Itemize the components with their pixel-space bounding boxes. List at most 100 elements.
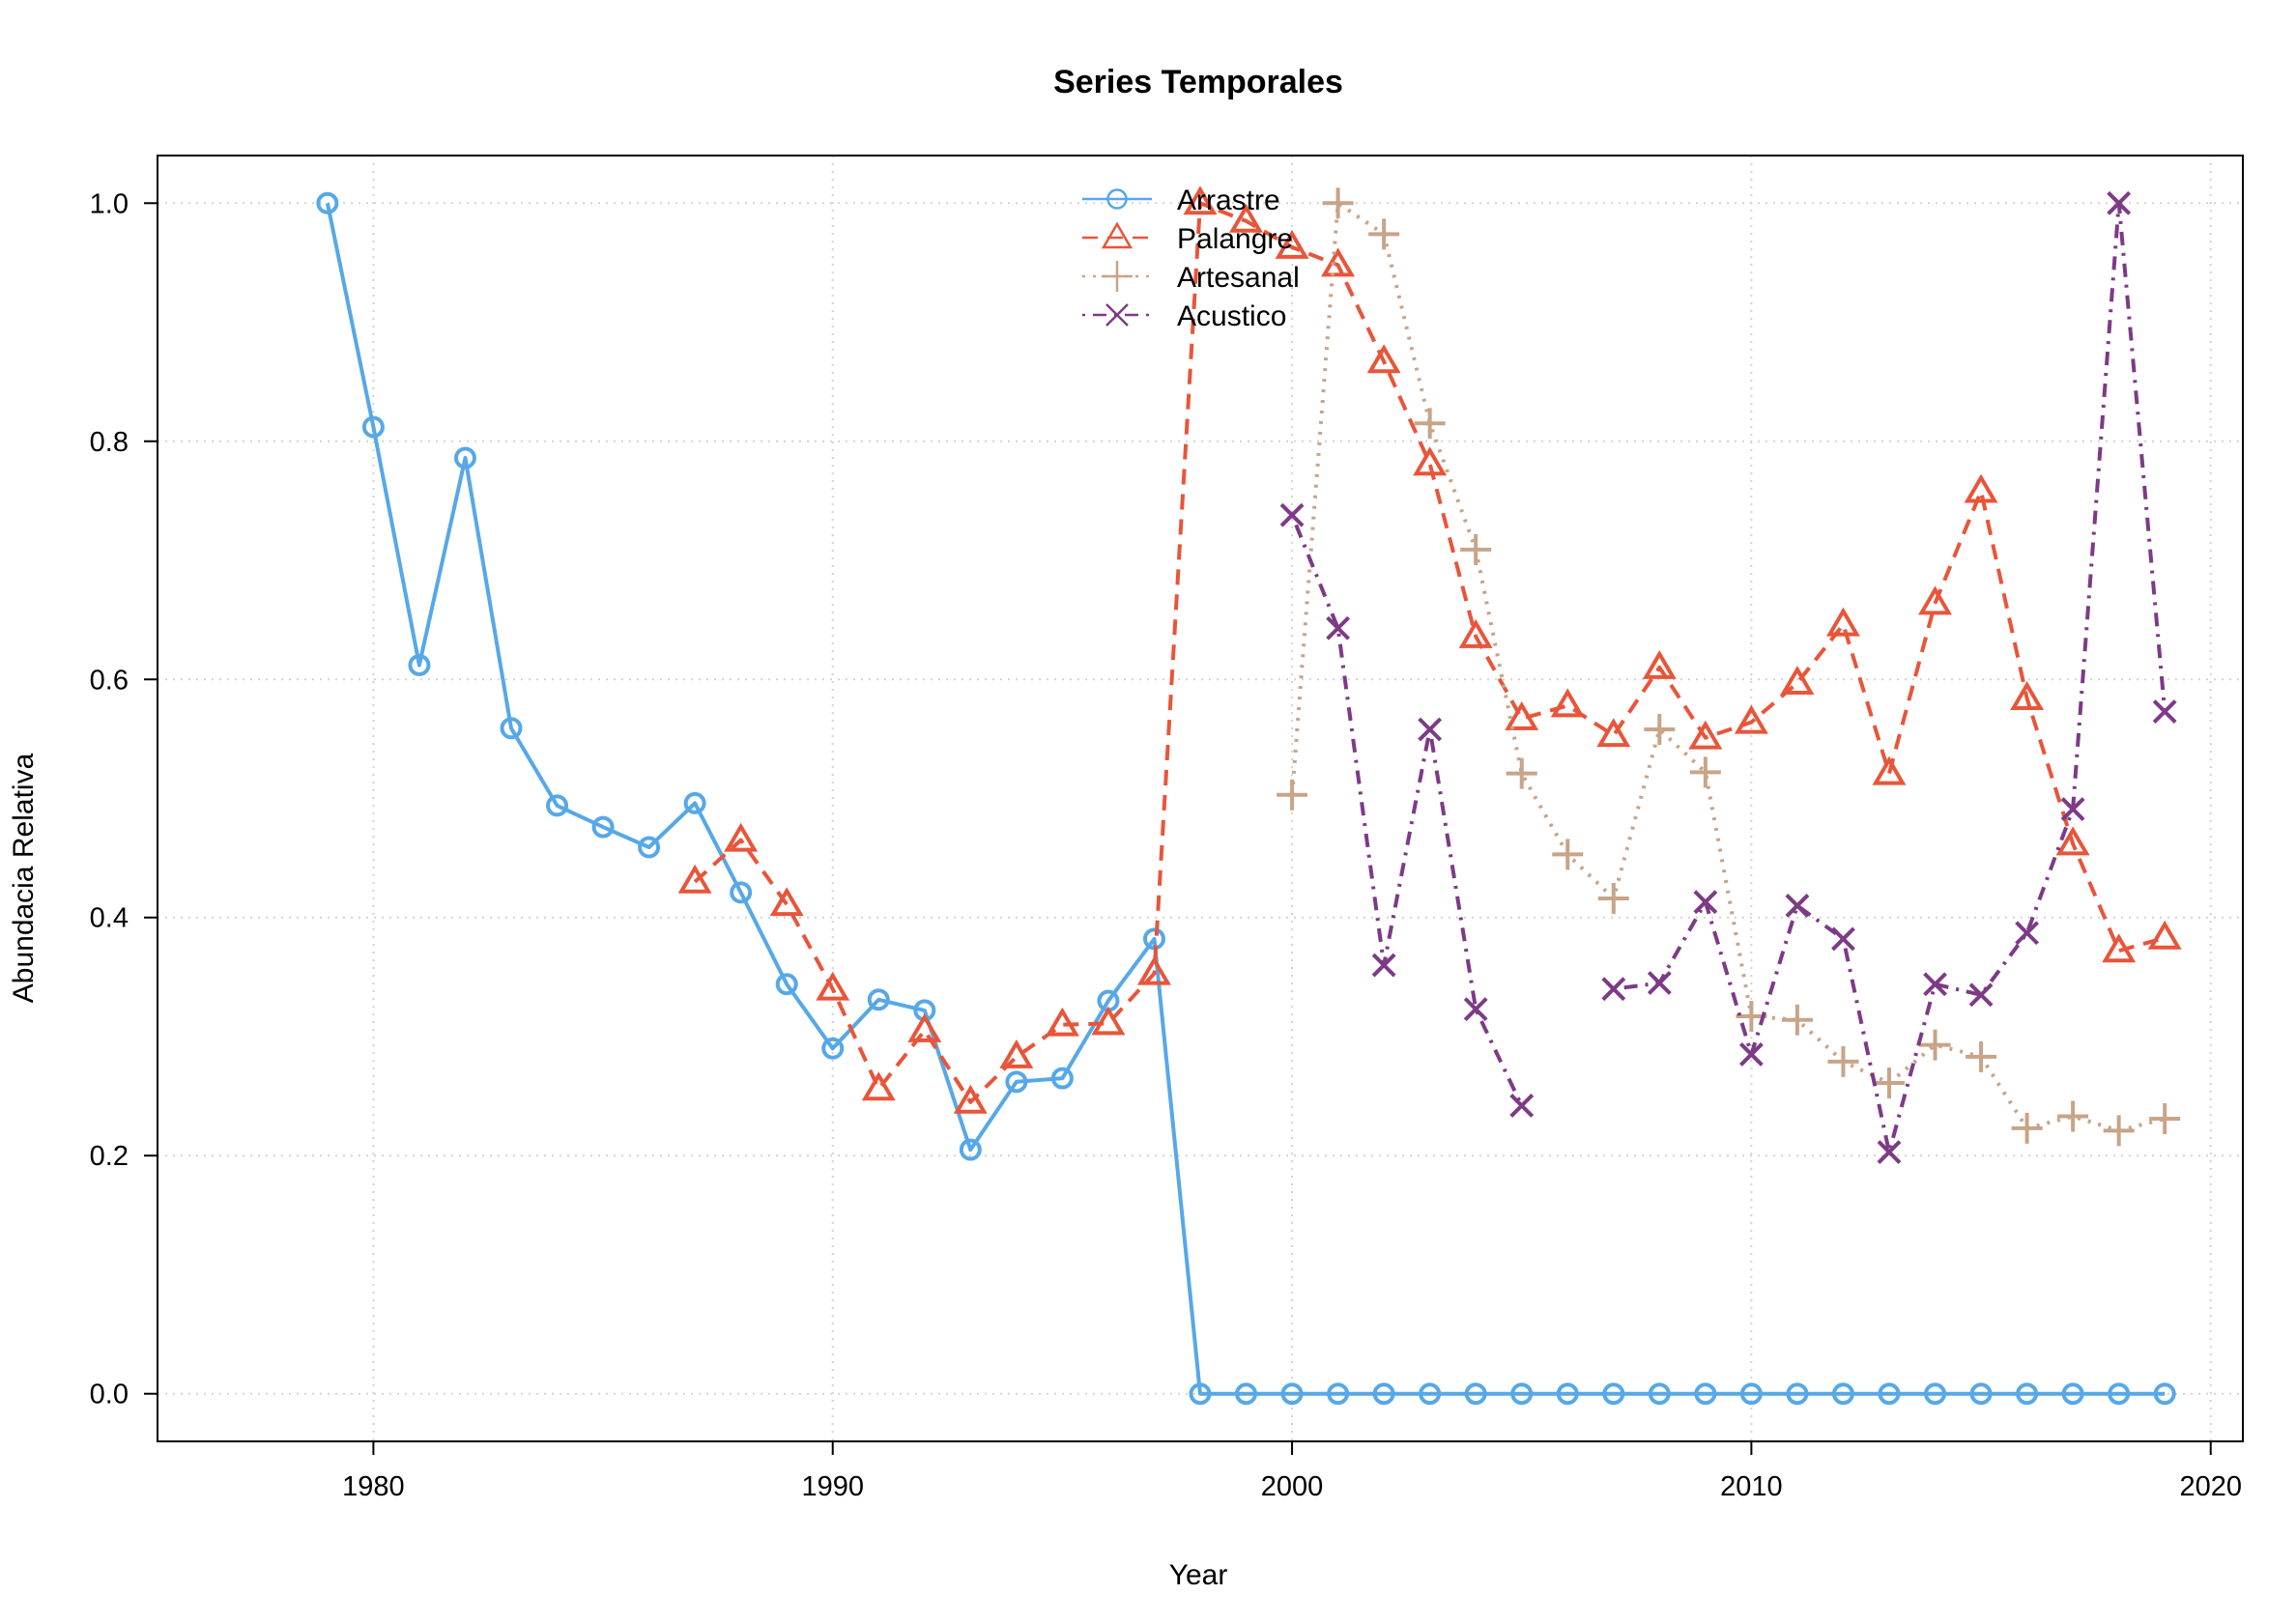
x-axis: 1980 1990 2000 2010 2020 <box>342 1441 2242 1502</box>
legend-item-arrastre: Arrastre <box>1082 185 1280 216</box>
data-point: Arrastre: 1988, 0.421 <box>730 881 753 904</box>
marker-shape <box>1693 890 1718 915</box>
marker-shape <box>775 973 798 996</box>
y-tick-label: 1.0 <box>90 188 129 219</box>
data-point: Arrastre: 2014, 0 <box>1924 1382 1947 1406</box>
data-point: Arrastre: 2002, 0 <box>1372 1382 1395 1406</box>
legend-label: Arrastre <box>1177 185 1280 216</box>
data-point: Artesanal: 2009, 0.522 <box>1689 756 1721 788</box>
marker-shape <box>1371 953 1396 978</box>
data-point: Palangre: 2004, 0.636 <box>1458 618 1493 648</box>
data-point: Artesanal: 2017, 0.233 <box>2057 1100 2089 1132</box>
data-point: Palangre: 1994, 0.283 <box>999 1039 1034 1068</box>
data-point: Palangre: 1995, 0.31 <box>1045 1007 1079 1037</box>
data-point: Acustico: 2013, 0.203 <box>1877 1140 1902 1164</box>
marker-shape <box>1366 344 1401 374</box>
marker-shape <box>500 717 523 740</box>
data-point: Arrastre: 1990, 0.29 <box>821 1037 845 1060</box>
x-tick-label: 2000 <box>1261 1471 1324 1502</box>
marker-shape <box>1419 1382 1442 1406</box>
marker-shape <box>1831 926 1855 952</box>
marker-shape <box>1105 303 1129 327</box>
data-point: Arrastre: 2000, 0 <box>1280 1382 1304 1406</box>
legend-label: Palangre <box>1177 223 1293 255</box>
series-line <box>693 201 2166 1104</box>
data-point: Palangre: 2008, 0.61 <box>1642 649 1677 679</box>
marker-shape <box>1101 221 1134 249</box>
marker-shape <box>1509 1094 1535 1118</box>
marker-shape <box>1739 1382 1763 1406</box>
legend-marker <box>1101 221 1134 249</box>
marker-shape <box>1464 1382 1487 1406</box>
data-point: Arrastre: 1999, 0 <box>1235 1382 1258 1406</box>
data-point: Arrastre: 2006, 0 <box>1556 1382 1579 1406</box>
marker-shape <box>1045 1007 1079 1037</box>
data-point: Artesanal: 2011, 0.314 <box>1781 1004 1813 1036</box>
marker-shape <box>1418 717 1443 742</box>
marker-shape <box>1279 502 1305 527</box>
y-tick-label: 0.4 <box>90 903 129 934</box>
data-point: Arrastre: 1991, 0.331 <box>867 988 890 1011</box>
data-point: Palangre: 2005, 0.567 <box>1505 700 1539 730</box>
y-tick-label: 0.8 <box>90 427 129 458</box>
marker-shape <box>1924 1382 1947 1406</box>
marker-shape <box>1183 185 1218 215</box>
legend-item-palangre: Palangre <box>1082 221 1293 255</box>
marker-shape <box>1136 955 1171 985</box>
grid <box>158 156 2243 1441</box>
marker-shape <box>1550 688 1585 718</box>
data-point: Arrastre: 1993, 0.205 <box>959 1138 982 1161</box>
marker-shape <box>1831 1382 1854 1406</box>
data-point: Palangre: 2019, 0.383 <box>2147 920 2182 950</box>
data-point: Acustico: 2015, 0.335 <box>1968 982 1994 1008</box>
data-point: Artesanal: 2015, 0.283 <box>1966 1040 1997 1072</box>
marker-shape <box>1556 1382 1579 1406</box>
marker-shape <box>1877 1140 1902 1164</box>
legend-item-acustico: Acustico <box>1082 300 1286 332</box>
data-point: Artesanal: 2006, 0.453 <box>1552 839 1584 870</box>
marker-shape <box>677 864 712 894</box>
marker-shape <box>408 653 431 676</box>
marker-shape <box>1458 618 1493 648</box>
marker-shape <box>2107 190 2132 215</box>
marker-shape <box>1327 1382 1350 1406</box>
marker-shape <box>683 791 706 814</box>
data-point: Arrastre: 2003, 0 <box>1419 1382 1442 1406</box>
marker-shape <box>724 822 759 852</box>
data-point: Acustico: 2014, 0.344 <box>1923 972 1947 997</box>
marker-shape <box>1235 1382 1258 1406</box>
data-point: Palangre: 2014, 0.664 <box>1918 585 1953 615</box>
marker-shape <box>453 446 476 470</box>
data-point: Palangre: 1993, 0.245 <box>953 1084 988 1114</box>
data-point: Arrastre: 2009, 0 <box>1694 1382 1717 1406</box>
data-point: Palangre: 1990, 0.34 <box>816 971 850 1001</box>
data-point: Acustico: 2003, 0.558 <box>1418 717 1443 742</box>
marker-shape <box>1510 1382 1534 1406</box>
series-line <box>325 202 2166 1396</box>
data-point: Palangre: 2013, 0.521 <box>1872 755 1907 785</box>
marker-shape <box>1688 720 1723 750</box>
marker-shape <box>2060 797 2085 822</box>
marker-shape <box>816 971 850 1001</box>
data-point: Acustico: 2004, 0.323 <box>1463 997 1488 1022</box>
marker-shape <box>2061 1382 2084 1406</box>
series-acustico: Acustico: 2000, 0.738 Acustico: 2001, 0.6… <box>1279 190 2177 1164</box>
marker-shape <box>769 887 804 917</box>
data-point: Arrastre: 2016, 0 <box>2016 1382 2039 1406</box>
data-point: Arrastre: 2004, 0 <box>1464 1382 1487 1406</box>
data-point: Arrastre: 2015, 0 <box>1969 1382 1993 1406</box>
legend-label: Artesanal <box>1177 262 1300 294</box>
y-axis: 0.0 0.2 0.4 0.6 0.8 1.0 <box>90 188 158 1410</box>
x-axis-label: Year <box>1169 1559 1228 1591</box>
data-point: Arrastre: 1983, 0.559 <box>500 717 523 740</box>
data-point: Acustico: 2018, 1 <box>2107 190 2132 215</box>
marker-shape <box>1275 229 1309 259</box>
marker-shape <box>1505 700 1539 730</box>
marker-shape <box>1918 585 1953 615</box>
legend-marker <box>1106 188 1128 210</box>
data-point: Arrastre: 1994, 0.262 <box>1005 1070 1028 1094</box>
data-point: Palangre: 1991, 0.256 <box>861 1071 896 1101</box>
marker-shape <box>2152 699 2177 724</box>
marker-shape <box>1189 1382 1212 1406</box>
